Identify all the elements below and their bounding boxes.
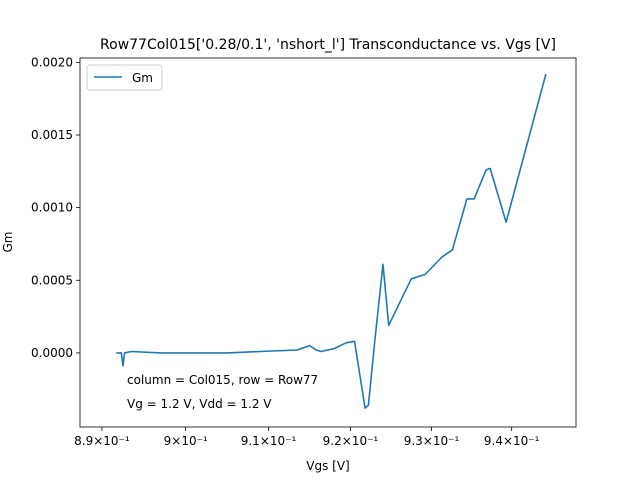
annotation-voltages: Vg = 1.2 V, Vdd = 1.2 V [127, 397, 272, 411]
x-tick-label: 9.2×10⁻¹ [323, 434, 379, 448]
y-tick-label: 0.0015 [31, 128, 73, 142]
y-tick-label: 0.0020 [31, 55, 73, 69]
x-axis-ticks: 8.9×10⁻¹ 9×10⁻¹ 9.1×10⁻¹ 9.2×10⁻¹ 9.3×10⁻¹ 9.… [74, 427, 540, 448]
x-tick-label: 9.3×10⁻¹ [404, 434, 460, 448]
series-line-gm [116, 73, 547, 409]
y-axis-label: Gm [1, 232, 15, 253]
y-tick-label: 0.0010 [31, 201, 73, 215]
legend-entry-gm: Gm [132, 71, 153, 85]
y-tick-label: 0.0005 [31, 273, 73, 287]
annotation-column-row: column = Col015, row = Row77 [127, 373, 318, 387]
y-axis-ticks: 0.0000 0.0005 0.0010 0.0015 0.0020 [31, 55, 80, 360]
x-axis-label: Vgs [V] [306, 459, 349, 473]
x-tick-label: 9.4×10⁻¹ [484, 434, 540, 448]
y-tick-label: 0.0000 [31, 346, 73, 360]
x-tick-label: 9.1×10⁻¹ [241, 434, 297, 448]
plot-line-layer [116, 73, 547, 409]
legend-box [86, 64, 163, 91]
x-tick-label: 9×10⁻¹ [164, 434, 208, 448]
plot-area [79, 57, 577, 428]
legend: Gm [86, 64, 163, 91]
x-tick-label: 8.9×10⁻¹ [74, 434, 130, 448]
chart-title: Row77Col015['0.28/0.1', 'nshort_l'] Tran… [100, 37, 556, 53]
